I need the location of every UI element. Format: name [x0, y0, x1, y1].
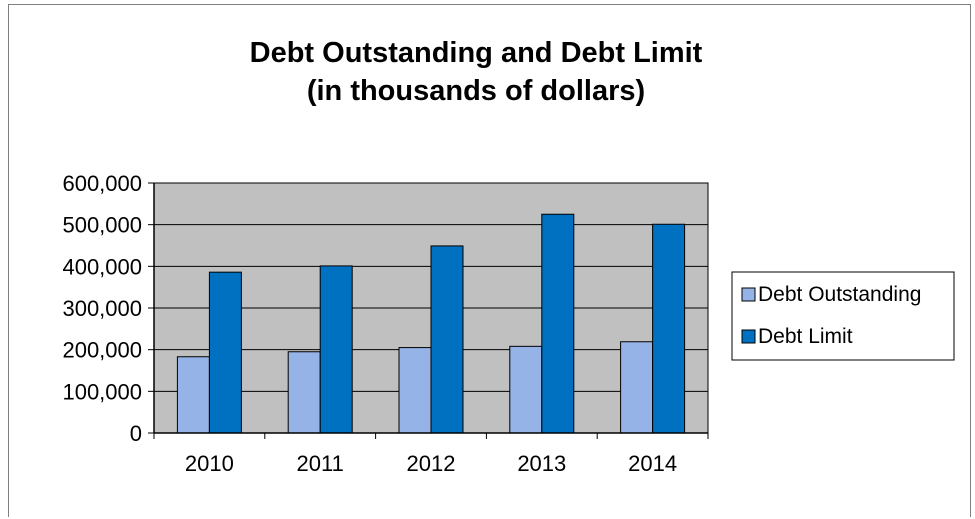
chart-title: Debt Outstanding and Debt Limit [250, 37, 703, 69]
bar-debt-outstanding-2013 [509, 345, 543, 434]
y-tick-label: 400,000 [62, 254, 142, 279]
y-tick-label: 600,000 [62, 171, 142, 196]
bar-debt-outstanding-2012 [398, 347, 432, 434]
legend-swatch [741, 287, 756, 302]
chart-subtitle: (in thousands of dollars) [307, 75, 645, 107]
bar-debt-outstanding-2014 [620, 341, 654, 434]
bar-debt-limit-2013 [541, 213, 575, 434]
legend-entry: Debt Outstanding [758, 283, 921, 306]
bar-debt-limit-2011 [319, 265, 353, 434]
legend-entry: Debt Limit [758, 325, 853, 348]
legend-box [731, 271, 955, 361]
legend: Debt Outstanding Debt Limit [731, 271, 955, 361]
bar-debt-outstanding-2010 [176, 356, 210, 434]
x-tick-label: 2011 [297, 451, 344, 476]
legend-swatch [741, 329, 756, 344]
x-tick-label: 2010 [185, 451, 234, 476]
plot-area: 0 100,000 200,000 300,000 400,000 500,000 600,… [62, 171, 709, 476]
x-tick-label: 2013 [517, 451, 566, 476]
x-tick-label: 2012 [407, 451, 456, 476]
bar-debt-limit-2010 [208, 271, 242, 434]
x-tick-label: 2014 [628, 451, 677, 476]
y-tick-label: 200,000 [62, 338, 142, 363]
y-tick-label: 100,000 [62, 379, 142, 404]
bar-debt-limit-2012 [430, 245, 464, 434]
bar-debt-limit-2014 [652, 223, 686, 434]
y-tick-label: 0 [130, 421, 142, 446]
y-tick-label: 500,000 [62, 213, 142, 238]
y-tick-label: 300,000 [62, 296, 142, 321]
bar-debt-outstanding-2011 [287, 351, 321, 434]
